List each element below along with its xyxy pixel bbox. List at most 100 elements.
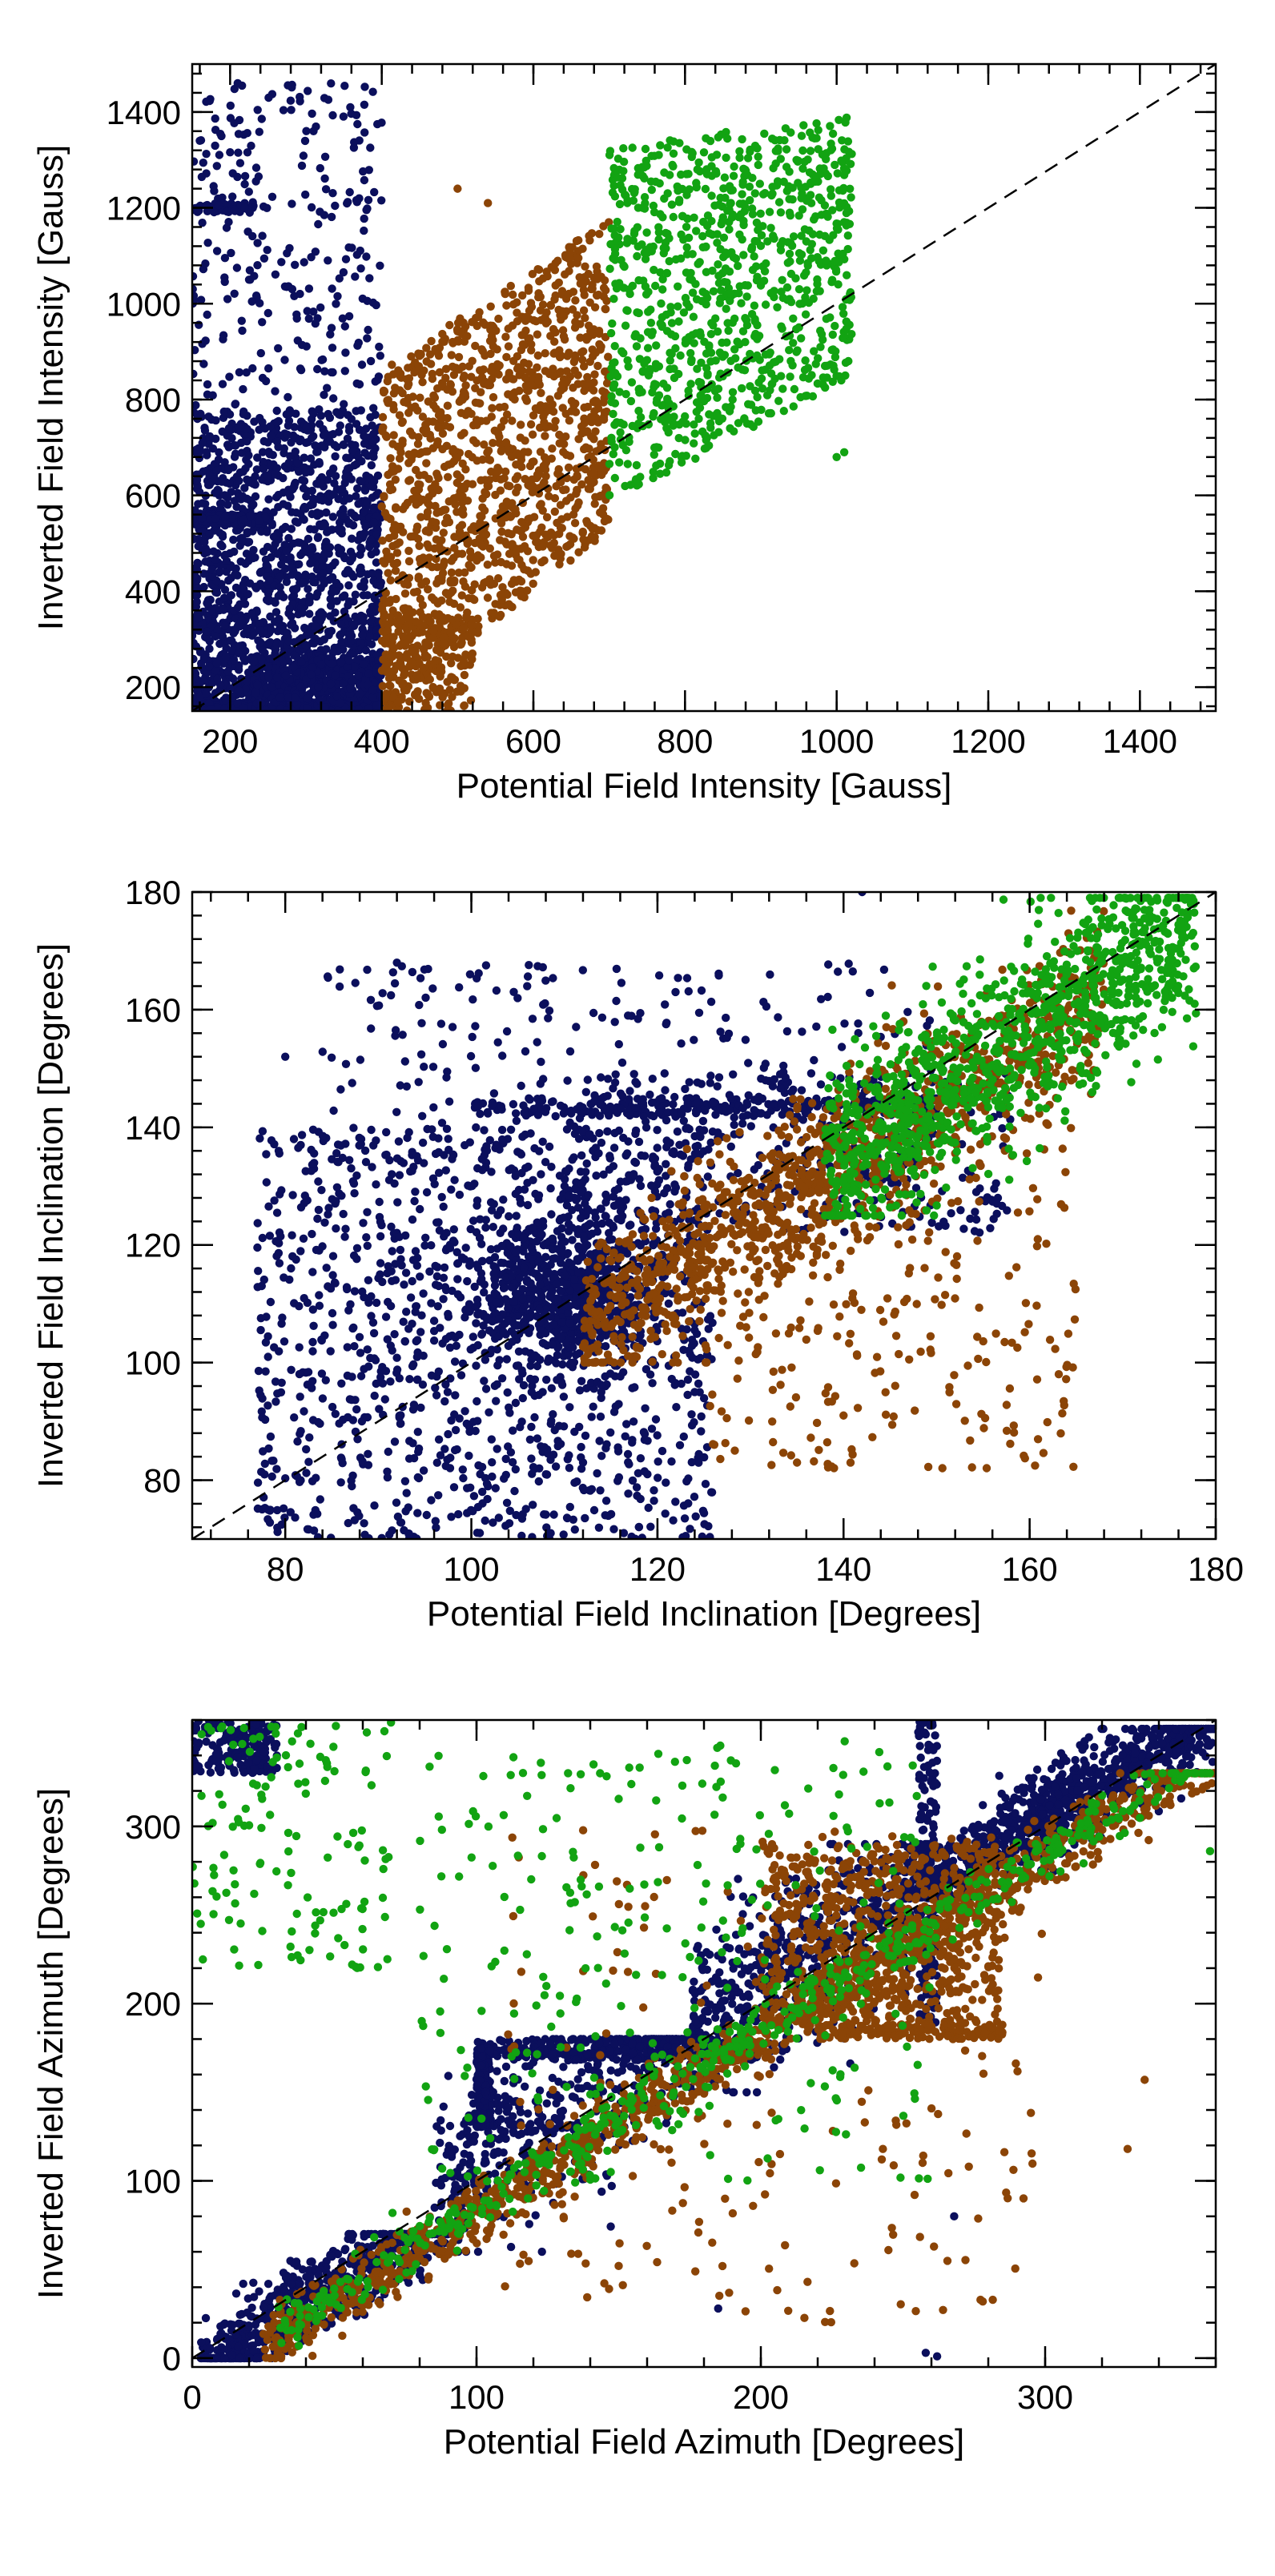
- scatter-point: [380, 693, 390, 703]
- scatter-point: [435, 368, 444, 377]
- scatter-point: [314, 532, 323, 541]
- scatter-point: [235, 368, 244, 377]
- scatter-point: [255, 626, 265, 635]
- scatter-point: [287, 621, 296, 629]
- scatter-point: [581, 262, 589, 271]
- scatter-point: [363, 296, 372, 305]
- scatter-point: [713, 230, 722, 239]
- scatter-point: [513, 308, 521, 317]
- scatter-point: [539, 480, 548, 488]
- scatter-point: [484, 380, 493, 390]
- scatter-point: [489, 609, 498, 617]
- scatter-point: [352, 492, 360, 500]
- scatter-point: [404, 364, 412, 372]
- scatter-point: [291, 693, 300, 702]
- scatter-point: [669, 212, 678, 222]
- scatter-point: [607, 437, 616, 446]
- scatter-point: [467, 621, 476, 629]
- scatter-point: [578, 244, 587, 253]
- scatter-point: [240, 179, 249, 189]
- scatter-point: [428, 626, 438, 636]
- scatter-point: [316, 660, 326, 669]
- scatter-point: [366, 143, 375, 152]
- scatter-point: [783, 259, 792, 267]
- scatter-point: [230, 289, 239, 298]
- scatter-point: [347, 636, 356, 645]
- scatter-point: [251, 163, 261, 172]
- scatter-point: [560, 311, 569, 320]
- scatter-point: [709, 287, 718, 295]
- scatter-point: [454, 352, 464, 362]
- scatter-point: [664, 460, 674, 470]
- scatter-point: [355, 194, 364, 203]
- scatter-point: [297, 657, 306, 666]
- scatter-point: [528, 475, 537, 484]
- scatter-point: [230, 496, 239, 505]
- scatter-point: [336, 518, 344, 527]
- scatter-point: [487, 467, 496, 476]
- scatter-point: [495, 403, 504, 412]
- scatter-point: [383, 625, 392, 635]
- scatter-point: [328, 111, 337, 120]
- scatter-point: [512, 450, 521, 459]
- scatter-point: [485, 544, 494, 553]
- scatter-point: [797, 131, 806, 140]
- scatter-point: [272, 418, 281, 427]
- scatter-point: [367, 460, 376, 470]
- scatter-point: [227, 248, 235, 258]
- scatter-point: [834, 280, 843, 289]
- scatter-point: [842, 208, 851, 218]
- scatter-point: [814, 126, 823, 135]
- scatter-point: [529, 315, 538, 325]
- scatter-point: [591, 427, 600, 436]
- scatter-point: [573, 371, 582, 380]
- scatter-point: [513, 298, 521, 307]
- scatter-point: [477, 512, 486, 521]
- scatter-point: [654, 235, 663, 244]
- scatter-point: [518, 291, 527, 300]
- scatter-point: [573, 471, 581, 480]
- scatter-point: [722, 304, 730, 313]
- scatter-point: [580, 291, 589, 299]
- scatter-point: [630, 187, 639, 196]
- scatter-point: [674, 317, 683, 326]
- scatter-point: [347, 440, 356, 449]
- scatter-point: [340, 82, 349, 90]
- scatter-point: [211, 114, 219, 123]
- scatter-point: [736, 210, 746, 219]
- scatter-point: [506, 601, 515, 611]
- scatter-point: [418, 613, 428, 621]
- scatter-point: [589, 469, 598, 479]
- scatter-point: [448, 444, 458, 454]
- scatter-point: [384, 470, 392, 480]
- scatter-point: [417, 371, 426, 380]
- scatter-point: [226, 636, 235, 645]
- scatter-point: [272, 673, 282, 682]
- scatter-point: [356, 550, 364, 559]
- scatter-point: [424, 585, 432, 594]
- scatter-point: [725, 218, 734, 227]
- scatter-point: [702, 349, 711, 358]
- scatter-point: [289, 662, 299, 672]
- scatter-point: [484, 455, 493, 464]
- scatter-point: [235, 476, 243, 485]
- scatter-point: [674, 369, 683, 379]
- scatter-point: [513, 472, 522, 480]
- scatter-point: [363, 591, 372, 600]
- scatter-point: [384, 533, 394, 543]
- scatter-point: [234, 526, 243, 535]
- scatter-point: [274, 592, 283, 601]
- scatter-point: [251, 553, 259, 562]
- scatter-point: [399, 632, 408, 641]
- scatter-point: [457, 431, 466, 440]
- scatter-point: [313, 448, 322, 456]
- scatter-point: [356, 611, 366, 621]
- scatter-point: [368, 685, 377, 695]
- scatter-point: [472, 439, 481, 448]
- scatter-point: [569, 287, 578, 296]
- scatter-point: [296, 92, 304, 102]
- scatter-point: [354, 705, 364, 711]
- scatter-point: [730, 162, 738, 171]
- scatter-point: [218, 427, 227, 436]
- scatter-point: [205, 645, 214, 653]
